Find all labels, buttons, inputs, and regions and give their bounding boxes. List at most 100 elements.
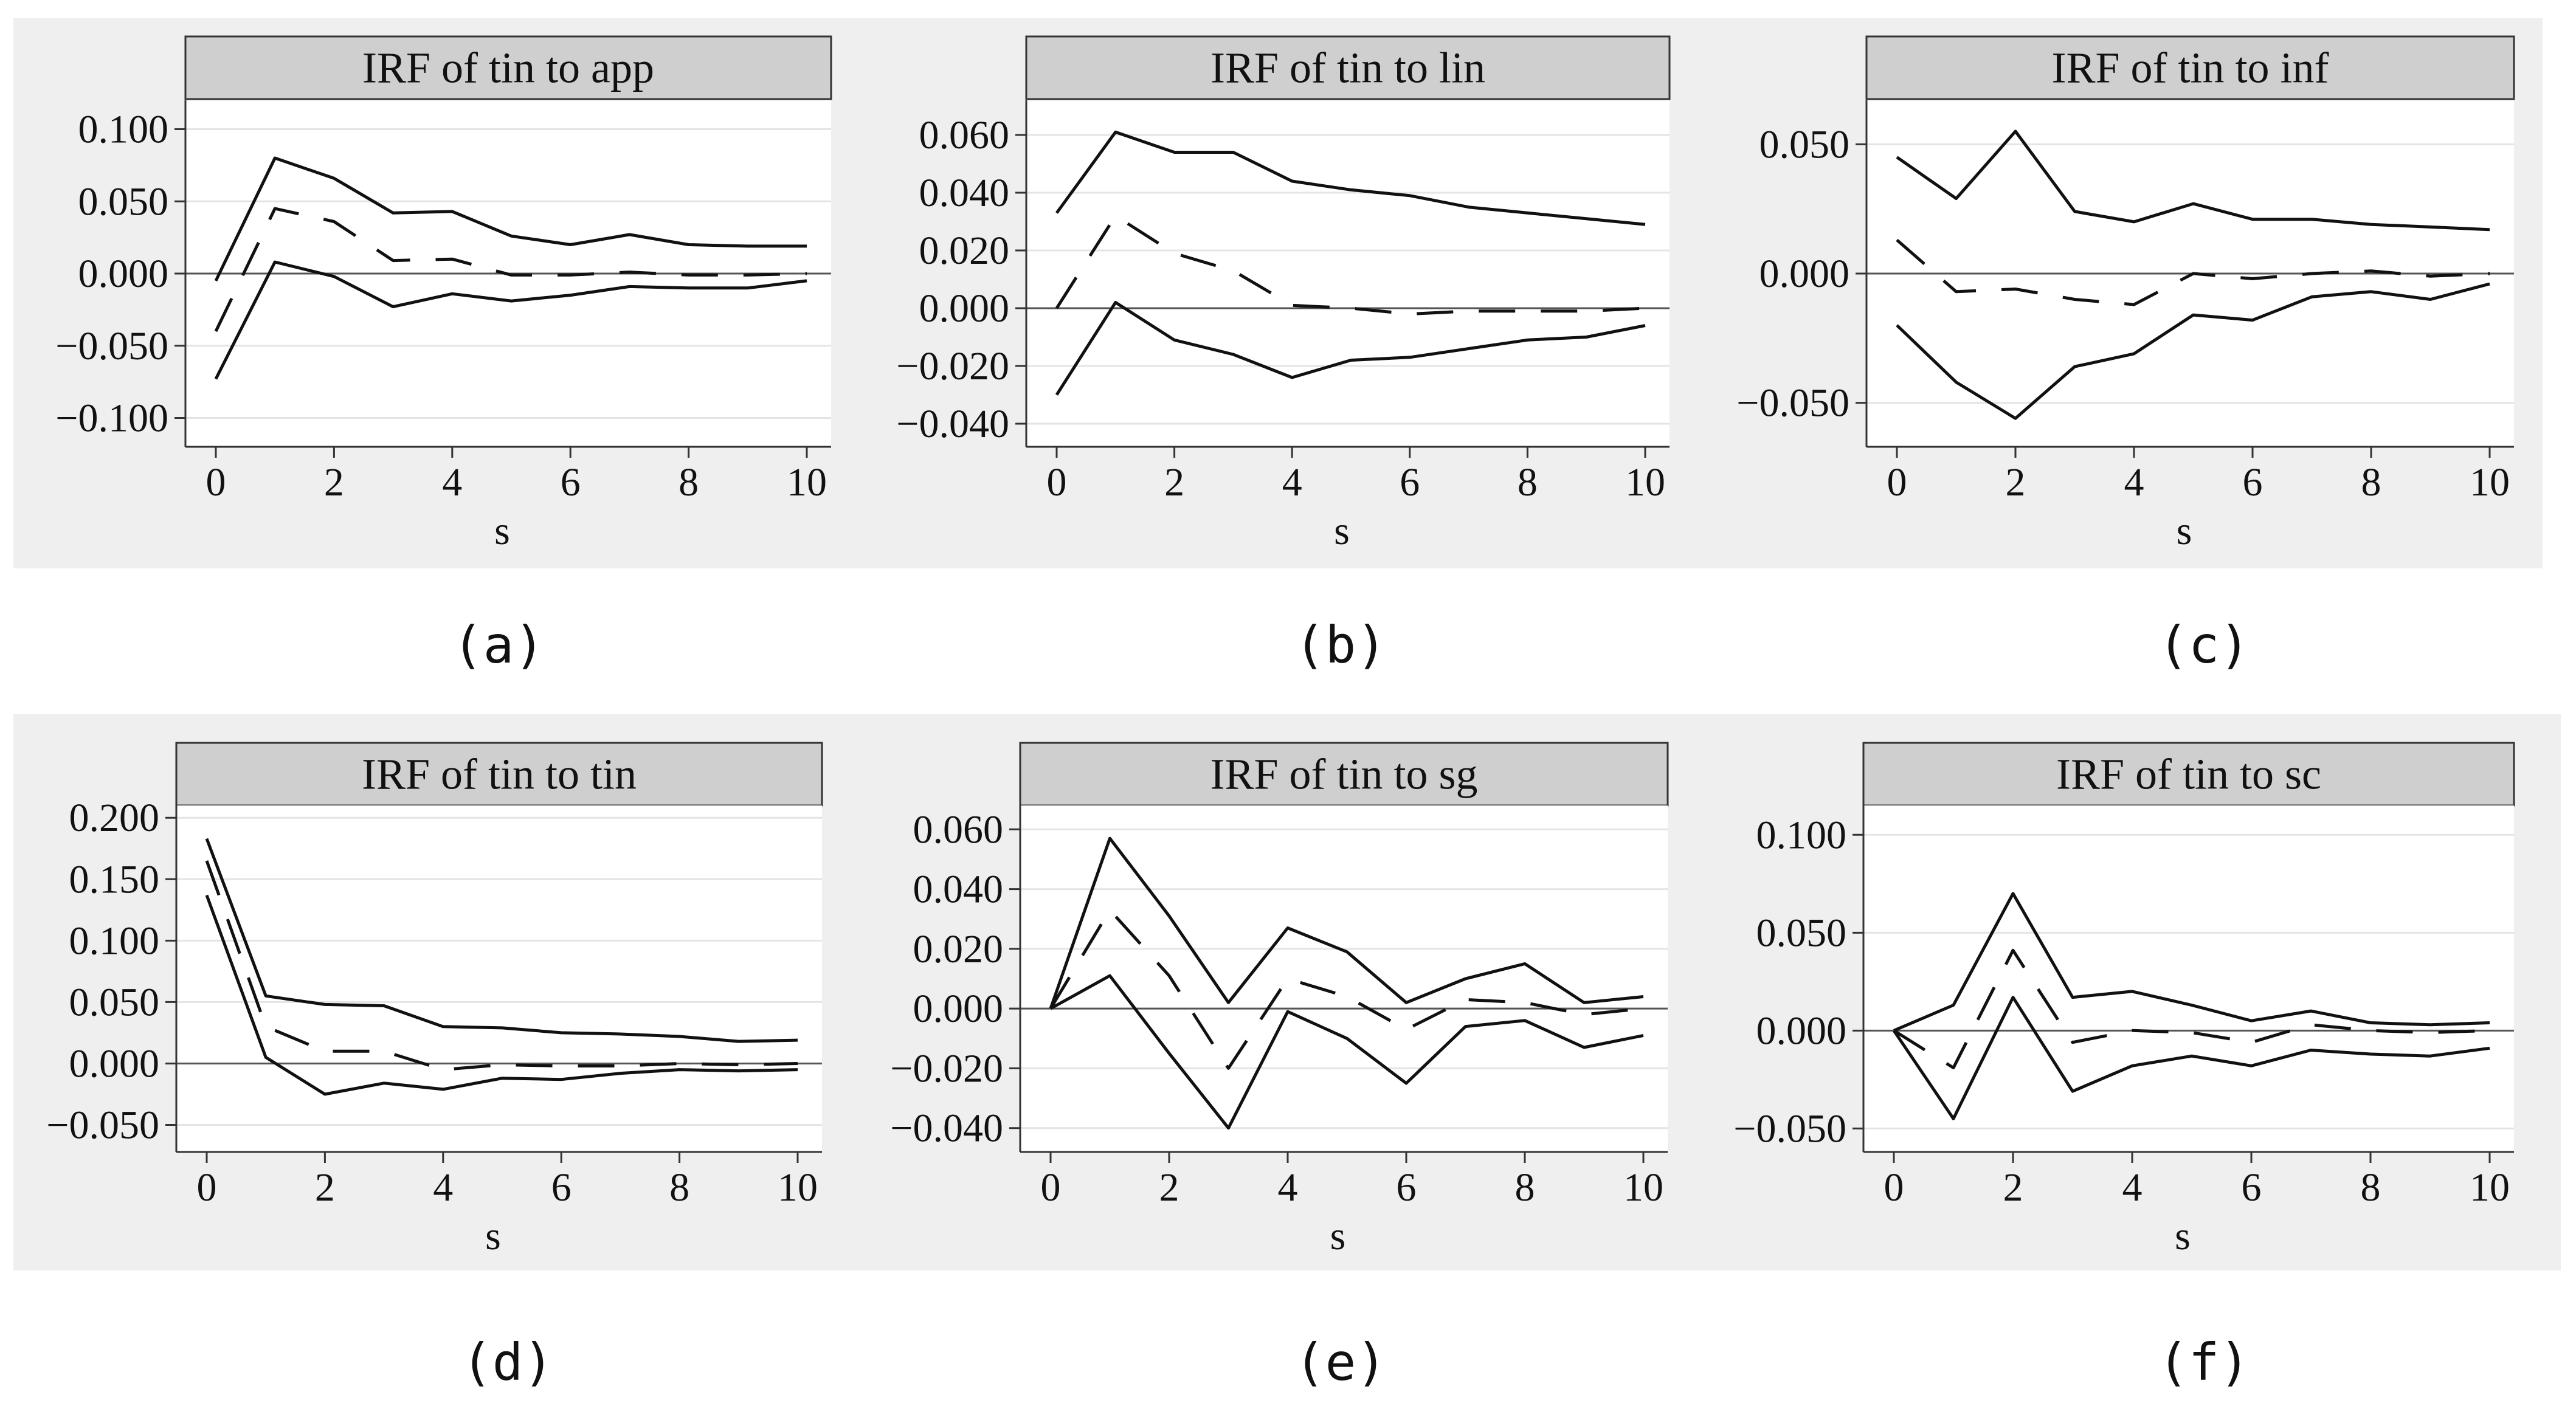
x-tick-label: 4 [2124, 460, 2144, 505]
series-line-upper [1055, 130, 1646, 226]
series-line-irf [205, 860, 798, 1072]
x-tick-label: 0 [1041, 1165, 1061, 1210]
x-tick-label: 6 [551, 1165, 571, 1210]
y-tick-label: 0.200 [69, 796, 160, 840]
y-tick-label: 0.020 [913, 927, 1004, 971]
x-axis-label: s [1334, 509, 1350, 553]
x-tick-label: 2 [1159, 1165, 1179, 1210]
y-tick-label: −0.020 [890, 1046, 1003, 1091]
y-tick-label: 0.040 [913, 867, 1004, 912]
x-tick-label: 4 [1278, 1165, 1298, 1210]
x-tick-label: 4 [2122, 1165, 2143, 1210]
panel-title: IRF of tin to tin [362, 750, 637, 799]
panel-caption: (a) [452, 615, 545, 675]
series-line-upper [205, 838, 798, 1043]
series-line-irf [214, 207, 807, 333]
x-tick-label: 8 [1518, 460, 1538, 505]
x-tick-label: 6 [1400, 460, 1420, 505]
x-tick-label: 10 [778, 1165, 818, 1210]
plot-area [1863, 805, 2514, 1152]
x-axis-label: s [1330, 1214, 1346, 1258]
x-tick-label: 4 [1282, 460, 1302, 505]
x-tick-label: 0 [197, 1165, 217, 1210]
x-tick-label: 8 [669, 1165, 689, 1210]
y-tick-label: 0.060 [919, 113, 1010, 157]
x-tick-label: 6 [2243, 460, 2263, 505]
panel-title-bar [1019, 742, 1669, 807]
x-axis-label: s [2177, 509, 2192, 553]
y-tick-label: −0.050 [1736, 381, 1849, 426]
series-line-lower [214, 260, 807, 380]
chart-panel-d: IRF of tin to tin −0.050 0.000 0.050 0.100 0.… [46, 742, 823, 1392]
y-tick-label: −0.040 [890, 1106, 1003, 1151]
x-axis-label: s [494, 509, 510, 553]
x-tick-label: 0 [1887, 460, 1907, 505]
series-line-irf [1049, 908, 1644, 1070]
panel-caption: (d) [461, 1333, 554, 1392]
y-tick-label: −0.020 [896, 344, 1009, 388]
series-line-lower [1055, 301, 1646, 396]
chart-panel-c: IRF of tin to inf −0.050 0.000 0.050 0 2 4 6 8 10… [1736, 35, 2515, 675]
chart-panel-b: IRF of tin to lin −0.040 −0.020 0.000 0.020 0… [896, 35, 1671, 675]
series-line-irf [1055, 214, 1646, 315]
x-tick-label: 2 [315, 1165, 335, 1210]
chart-panel-a: IRF of tin to app −0.100 −0.050 0.000 0.050 0… [55, 35, 832, 675]
x-tick-label: 2 [324, 460, 344, 505]
y-tick-label: 0.150 [69, 857, 160, 902]
y-tick-label: 0.000 [69, 1041, 160, 1086]
panel-title: IRF of tin to app [362, 44, 654, 92]
series-line-lower [1892, 996, 2490, 1120]
x-tick-label: 8 [2361, 460, 2381, 505]
series-line-irf [1896, 238, 2490, 306]
panel-title-bar [1865, 35, 2515, 100]
x-tick-label: 6 [2242, 1165, 2262, 1210]
series-line-lower [1896, 282, 2490, 420]
y-tick-label: 0.100 [78, 108, 169, 152]
x-tick-label: 0 [206, 460, 226, 505]
y-tick-label: 0.050 [69, 980, 160, 1024]
y-tick-label: 0.040 [919, 171, 1010, 215]
y-tick-label: 0.060 [913, 807, 1004, 852]
x-tick-label: 4 [442, 460, 462, 505]
x-tick-label: 10 [2470, 1165, 2510, 1210]
x-tick-label: 6 [561, 460, 581, 505]
x-tick-label: 0 [1047, 460, 1067, 505]
x-tick-label: 2 [2006, 460, 2026, 505]
y-tick-label: 0.050 [1759, 122, 1850, 167]
y-tick-label: −0.050 [46, 1103, 159, 1148]
series-line-upper [214, 156, 807, 281]
x-tick-label: 8 [1515, 1165, 1535, 1210]
panel-caption: (e) [1294, 1333, 1387, 1392]
x-axis-label: s [2175, 1214, 2191, 1258]
y-tick-label: 0.000 [919, 286, 1010, 331]
panel-title: IRF of tin to sg [1210, 750, 1477, 799]
series-line-irf [1893, 948, 2490, 1069]
y-tick-label: −0.050 [1733, 1106, 1846, 1151]
panel-caption: (b) [1294, 615, 1387, 675]
y-tick-label: 0.050 [78, 179, 169, 224]
panel-caption: (c) [2158, 615, 2250, 675]
x-tick-label: 10 [2470, 460, 2510, 505]
series-line-upper [1896, 129, 2490, 232]
panel-title: IRF of tin to lin [1210, 44, 1485, 92]
x-axis-label: s [485, 1214, 501, 1258]
panel-title: IRF of tin to sc [2056, 750, 2321, 799]
chart-panel-f: IRF of tin to sc −0.050 0.000 0.050 0.100 0 2 4… [1733, 742, 2515, 1392]
series-line-lower [205, 894, 798, 1096]
y-tick-label: 0.050 [1756, 911, 1847, 955]
chart-panel-e: IRF of tin to sg −0.040 −0.020 0.000 0.020 0.… [890, 742, 1669, 1392]
panel-title-bar [184, 35, 832, 100]
x-tick-label: 10 [787, 460, 827, 505]
x-tick-label: 6 [1397, 1165, 1417, 1210]
x-tick-label: 4 [433, 1165, 453, 1210]
plot-area [176, 805, 822, 1152]
panel-title-bar [175, 742, 823, 807]
plot-area [1020, 805, 1668, 1152]
y-tick-label: −0.040 [896, 402, 1009, 446]
y-tick-label: 0.000 [78, 252, 169, 296]
y-tick-label: −0.100 [55, 396, 168, 441]
x-tick-label: 2 [2003, 1165, 2023, 1210]
y-tick-label: 0.100 [1756, 813, 1847, 857]
x-tick-label: 0 [1884, 1165, 1904, 1210]
